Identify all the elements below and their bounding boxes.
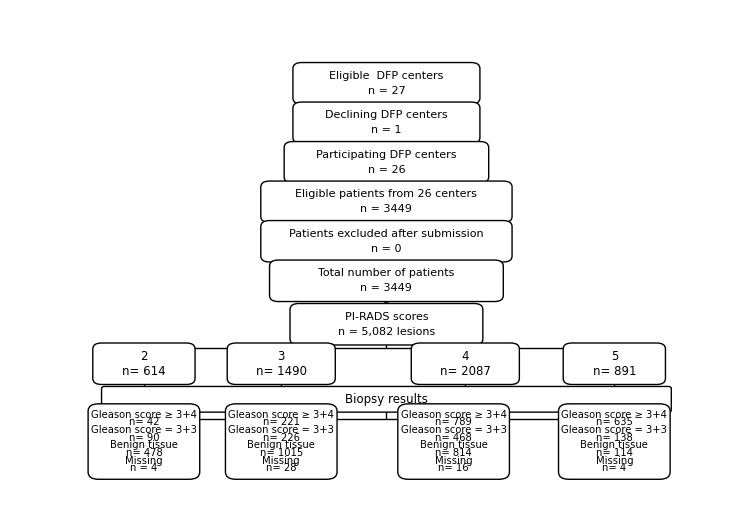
Text: n= 614: n= 614 [122, 365, 166, 378]
Text: n = 27: n = 27 [367, 86, 406, 96]
Text: Missing: Missing [435, 456, 473, 466]
Text: Gleason score ≥ 3+4: Gleason score ≥ 3+4 [562, 410, 667, 420]
Text: n = 4: n = 4 [130, 463, 158, 473]
Text: n= 2087: n= 2087 [440, 365, 491, 378]
FancyBboxPatch shape [102, 386, 671, 412]
Text: Participating DFP centers: Participating DFP centers [316, 150, 457, 160]
Text: n = 0: n = 0 [371, 244, 402, 254]
Text: n= 478: n= 478 [126, 448, 162, 458]
Text: n= 28: n= 28 [266, 463, 296, 473]
FancyBboxPatch shape [270, 260, 504, 302]
Text: n= 1015: n= 1015 [259, 448, 303, 458]
Text: 3: 3 [277, 350, 285, 363]
FancyBboxPatch shape [284, 142, 489, 183]
Text: n= 138: n= 138 [596, 433, 633, 443]
Text: n = 26: n = 26 [368, 165, 405, 175]
Text: Missing: Missing [125, 456, 163, 466]
Text: Eligible  DFP centers: Eligible DFP centers [329, 71, 443, 81]
Text: n= 16: n= 16 [438, 463, 469, 473]
Text: PI-RADS scores: PI-RADS scores [345, 312, 428, 322]
Text: n= 635: n= 635 [596, 418, 633, 427]
FancyBboxPatch shape [93, 343, 195, 384]
Text: Gleason score = 3+3: Gleason score = 3+3 [562, 425, 667, 435]
Text: n= 114: n= 114 [596, 448, 633, 458]
FancyBboxPatch shape [411, 343, 520, 384]
Text: Patients excluded after submission: Patients excluded after submission [289, 229, 484, 239]
Text: Missing: Missing [262, 456, 300, 466]
Text: n = 5,082 lesions: n = 5,082 lesions [338, 327, 435, 337]
Text: Declining DFP centers: Declining DFP centers [325, 110, 448, 121]
Text: Eligible patients from 26 centers: Eligible patients from 26 centers [296, 189, 477, 200]
Text: n = 3449: n = 3449 [360, 283, 412, 293]
Text: Total number of patients: Total number of patients [318, 268, 455, 279]
FancyBboxPatch shape [398, 404, 510, 479]
Text: n= 226: n= 226 [262, 433, 300, 443]
Text: Gleason score = 3+3: Gleason score = 3+3 [400, 425, 507, 435]
FancyBboxPatch shape [261, 221, 512, 262]
Text: n= 221: n= 221 [262, 418, 300, 427]
Text: 5: 5 [611, 350, 618, 363]
Text: Gleason score = 3+3: Gleason score = 3+3 [91, 425, 197, 435]
Text: Biopsy results: Biopsy results [345, 393, 428, 406]
FancyBboxPatch shape [261, 181, 512, 223]
Text: Missing: Missing [596, 456, 633, 466]
Text: n= 42: n= 42 [129, 418, 159, 427]
Text: Gleason score = 3+3: Gleason score = 3+3 [228, 425, 334, 435]
FancyBboxPatch shape [88, 404, 200, 479]
FancyBboxPatch shape [227, 343, 336, 384]
Text: n = 1: n = 1 [371, 125, 402, 135]
Text: Gleason score ≥ 3+4: Gleason score ≥ 3+4 [228, 410, 334, 420]
FancyBboxPatch shape [563, 343, 666, 384]
Text: Benign tissue: Benign tissue [581, 440, 648, 450]
Text: n= 1490: n= 1490 [256, 365, 307, 378]
Text: Benign tissue: Benign tissue [247, 440, 315, 450]
FancyBboxPatch shape [225, 404, 337, 479]
Text: n = 3449: n = 3449 [360, 204, 412, 214]
Text: n= 789: n= 789 [435, 418, 472, 427]
Text: 4: 4 [461, 350, 469, 363]
FancyBboxPatch shape [293, 63, 480, 104]
Text: Benign tissue: Benign tissue [110, 440, 178, 450]
Text: Benign tissue: Benign tissue [420, 440, 488, 450]
Text: Gleason score ≥ 3+4: Gleason score ≥ 3+4 [400, 410, 507, 420]
Text: n= 4: n= 4 [602, 463, 627, 473]
FancyBboxPatch shape [290, 304, 483, 345]
Text: n= 468: n= 468 [435, 433, 472, 443]
Text: Gleason score ≥ 3+4: Gleason score ≥ 3+4 [91, 410, 197, 420]
Text: n= 891: n= 891 [593, 365, 636, 378]
FancyBboxPatch shape [559, 404, 670, 479]
Text: 2: 2 [140, 350, 148, 363]
FancyBboxPatch shape [293, 102, 480, 144]
Text: n= 814: n= 814 [435, 448, 472, 458]
Text: n= 90: n= 90 [129, 433, 159, 443]
